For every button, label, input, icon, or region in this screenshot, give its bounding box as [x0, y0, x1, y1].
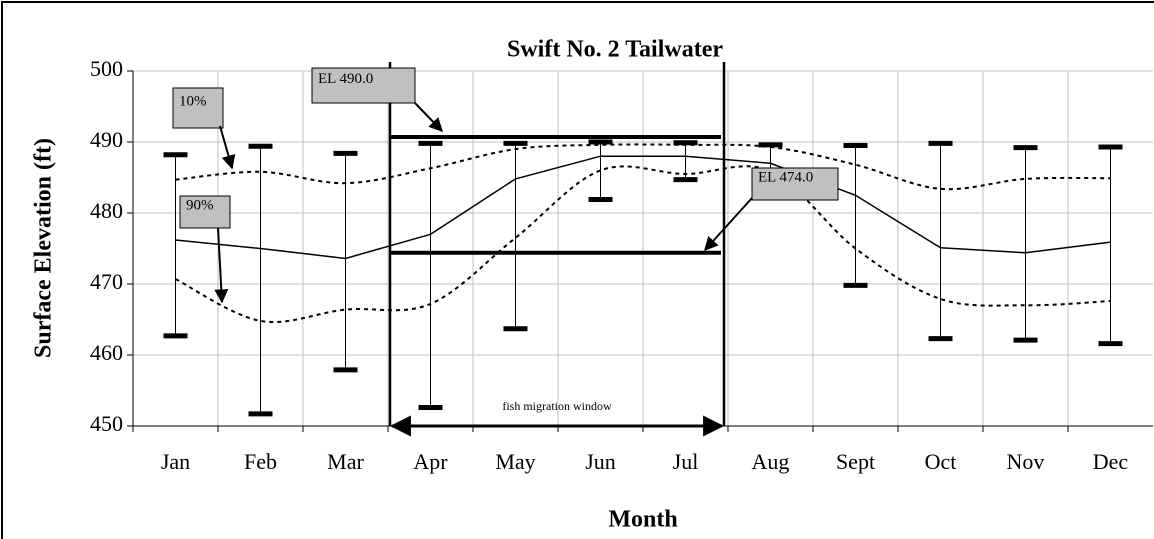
y-axis-label: Surface Elevation (ft) — [31, 138, 57, 358]
y-tick-label: 480 — [90, 198, 123, 223]
x-tick-label: Oct — [925, 449, 957, 474]
percentile-line — [175, 165, 1111, 323]
y-tick-label: 490 — [90, 127, 123, 152]
x-tick-label: May — [495, 449, 535, 474]
chart-title: Swift No. 2 Tailwater — [507, 37, 723, 63]
reference-label-arrow — [414, 102, 443, 133]
legend-label-arrow — [219, 125, 236, 170]
legend-label: 10% — [179, 93, 207, 109]
x-tick-label: Aug — [752, 449, 790, 474]
x-tick-label: Jan — [161, 449, 190, 474]
y-tick-label: 470 — [90, 269, 123, 294]
legend-label-box — [172, 87, 224, 129]
x-tick-label: Feb — [244, 449, 277, 474]
reference-label: EL 474.0 — [758, 169, 813, 185]
x-tick-label: Dec — [1093, 449, 1129, 474]
x-axis-label: Month — [608, 507, 677, 533]
window-label: fish migration window — [502, 399, 612, 413]
y-tick-label: 460 — [90, 340, 123, 365]
x-tick-label: Apr — [413, 449, 448, 474]
reference-label: EL 490.0 — [318, 71, 373, 87]
reference-label-box — [311, 67, 416, 104]
x-tick-label: Jun — [585, 449, 616, 474]
legend-label-arrow — [214, 227, 229, 304]
percentile-line — [175, 143, 1111, 191]
x-tick-label: Nov — [1007, 449, 1045, 474]
x-tick-label: Sept — [836, 449, 875, 474]
x-tick-label: Jul — [673, 449, 699, 474]
reference-label-arrow — [704, 197, 753, 252]
y-tick-label: 500 — [90, 56, 123, 81]
x-tick-label: Mar — [327, 449, 364, 474]
mean-line — [175, 155, 1111, 260]
reference-label-box — [751, 167, 839, 201]
y-tick-label: 450 — [90, 411, 123, 436]
legend-label: 90% — [186, 197, 214, 213]
legend-label-box — [179, 195, 231, 229]
